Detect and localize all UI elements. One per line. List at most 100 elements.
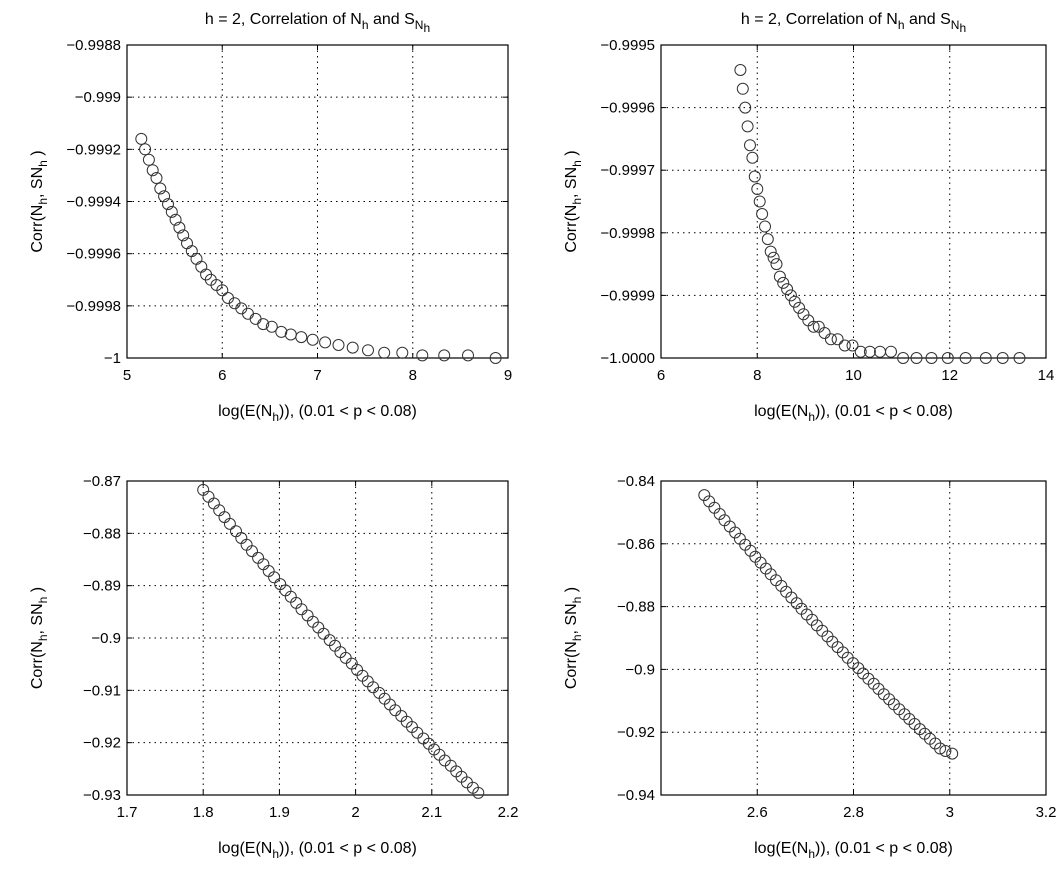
data-point: [946, 747, 959, 760]
data-point: [135, 132, 148, 145]
data-point: [744, 544, 757, 557]
data-point: [295, 603, 308, 616]
x-tick-label: 1.8: [193, 804, 214, 821]
y-tick-label: −0.9988: [66, 37, 121, 54]
data-point: [831, 333, 844, 346]
data-point: [438, 349, 451, 362]
data-point: [362, 344, 374, 357]
x-axis-label: log(E(Nh)), (0.01 < p < 0.08): [218, 840, 417, 861]
x-tick-label: 1.7: [117, 804, 138, 821]
data-point: [142, 153, 155, 166]
data-point: [284, 328, 297, 341]
y-tick-label: −0.9: [91, 630, 121, 647]
data-point: [746, 151, 759, 164]
data-point: [761, 233, 774, 246]
data-point: [197, 483, 210, 496]
data-point: [416, 349, 429, 362]
y-tick-label: −1: [104, 350, 121, 367]
data-point: [898, 708, 911, 721]
data-point: [317, 627, 330, 640]
y-tick-label: −0.9992: [66, 141, 121, 158]
data-point: [744, 139, 756, 152]
data-point: [807, 320, 820, 333]
x-tick-label: 14: [1038, 367, 1055, 384]
x-axis-label: log(E(Nh)), (0.01 < p < 0.08): [754, 403, 953, 424]
data-point: [242, 307, 254, 320]
data-point: [306, 333, 319, 346]
data-point: [739, 101, 752, 114]
data-point: [934, 742, 947, 755]
data-point: [729, 526, 742, 539]
data-point: [346, 341, 359, 354]
data-point: [863, 345, 876, 358]
data-point: [846, 339, 859, 352]
data-point: [959, 352, 972, 364]
data-point: [756, 208, 769, 220]
data-point: [753, 195, 766, 208]
data-point: [781, 283, 794, 296]
data-point: [173, 221, 186, 234]
plot-frame: [126, 44, 509, 359]
y-tick-label: −0.92: [617, 724, 655, 741]
data-point: [396, 346, 409, 359]
data-point: [770, 258, 783, 271]
data-point: [213, 504, 226, 517]
y-axis-label: Corr(Nh, SNh ): [563, 587, 584, 689]
chart-panel-2: −0.9995 −0.9996 −0.9997 −0.9998 −0.9999 −1.00…: [563, 11, 1054, 424]
y-tick-label: −0.87: [83, 473, 121, 490]
x-tick-label: 2.8: [843, 804, 864, 821]
data-point: [165, 205, 178, 218]
x-tick-label: 2.6: [747, 804, 768, 821]
data-point: [1013, 352, 1026, 364]
chart-panel-3: −0.87 −0.88 −0.89 −0.9 −0.91 −0.92 −0.931.7 1.8…: [29, 473, 518, 861]
y-axis-label: Corr(Nh, SNh ): [563, 150, 584, 252]
y-tick-label: −0.91: [83, 682, 121, 699]
data-point: [913, 723, 926, 736]
plot-frame: [660, 44, 1047, 359]
data-point: [139, 143, 152, 156]
data-point: [818, 327, 831, 339]
data-point: [146, 164, 159, 177]
y-tick-label: −0.89: [83, 578, 121, 595]
data-point: [378, 346, 391, 359]
y-tick-label: −1.0000: [600, 350, 655, 367]
data-point: [910, 352, 923, 364]
data-point: [169, 213, 182, 226]
x-tick-label: 8: [409, 367, 417, 384]
data-point: [235, 532, 248, 544]
x-tick-label: 7: [313, 367, 321, 384]
x-tick-label: 2.1: [421, 804, 442, 821]
x-axis-label: log(E(Nh)), (0.01 < p < 0.08): [218, 403, 417, 424]
y-tick-label: −0.9998: [66, 298, 121, 315]
y-tick-label: −0.9996: [66, 246, 121, 263]
data-point: [268, 571, 281, 584]
plot-frame: [126, 480, 509, 796]
data-point: [996, 352, 1009, 364]
y-tick-label: −0.9996: [600, 100, 655, 117]
data-point: [773, 270, 786, 283]
data-point: [275, 325, 288, 338]
x-tick-label: 1.9: [269, 804, 290, 821]
x-tick-label: 12: [941, 367, 958, 384]
data-point: [319, 336, 332, 349]
data-point: [150, 172, 163, 184]
data-point: [874, 345, 886, 358]
y-tick-label: −0.999: [75, 89, 121, 106]
data-point: [185, 245, 198, 258]
y-axis-label: Corr(Nh, SNh ): [29, 150, 50, 252]
data-point: [257, 318, 270, 331]
data-point: [218, 511, 231, 524]
y-tick-label: −0.88: [617, 599, 655, 616]
y-tick-label: −0.92: [83, 735, 121, 752]
data-point: [472, 786, 485, 799]
data-point: [925, 352, 938, 364]
y-tick-label: −0.84: [617, 473, 655, 490]
chart-title: h = 2, Correlation of Nh and SNh: [741, 11, 966, 35]
data-point: [764, 245, 777, 258]
data-point: [751, 183, 764, 195]
data-point: [824, 333, 837, 346]
data-point: [797, 308, 810, 321]
x-tick-label: 6: [218, 367, 226, 384]
data-point: [777, 276, 790, 289]
y-tick-label: −0.9994: [66, 194, 121, 211]
